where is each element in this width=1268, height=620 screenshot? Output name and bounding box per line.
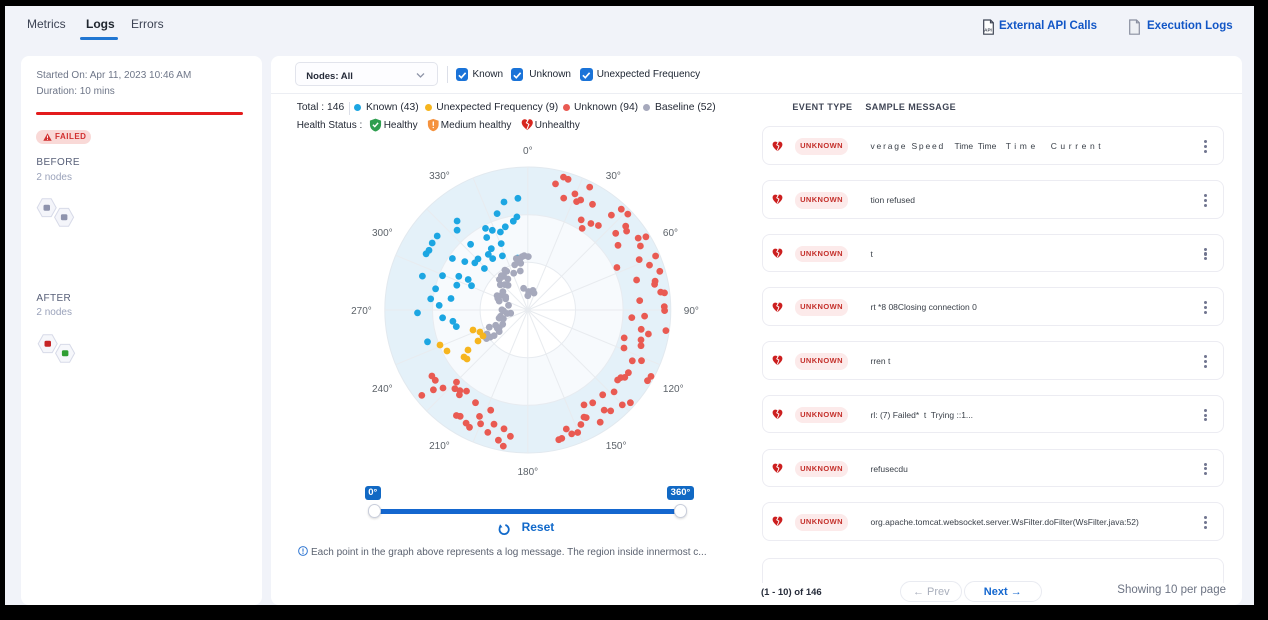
svg-text:150°: 150° [606,441,627,452]
svg-text:API: API [984,28,992,33]
svg-text:30°: 30° [606,171,621,182]
svg-text:120°: 120° [663,384,684,395]
svg-text:240°: 240° [372,384,393,395]
svg-text:210°: 210° [429,441,450,452]
svg-text:0°: 0° [523,146,533,157]
svg-text:330°: 330° [429,171,450,182]
svg-text:90°: 90° [684,306,699,317]
svg-text:270°: 270° [351,306,372,317]
svg-text:180°: 180° [517,467,538,478]
svg-text:300°: 300° [372,228,393,239]
svg-text:60°: 60° [663,228,678,239]
